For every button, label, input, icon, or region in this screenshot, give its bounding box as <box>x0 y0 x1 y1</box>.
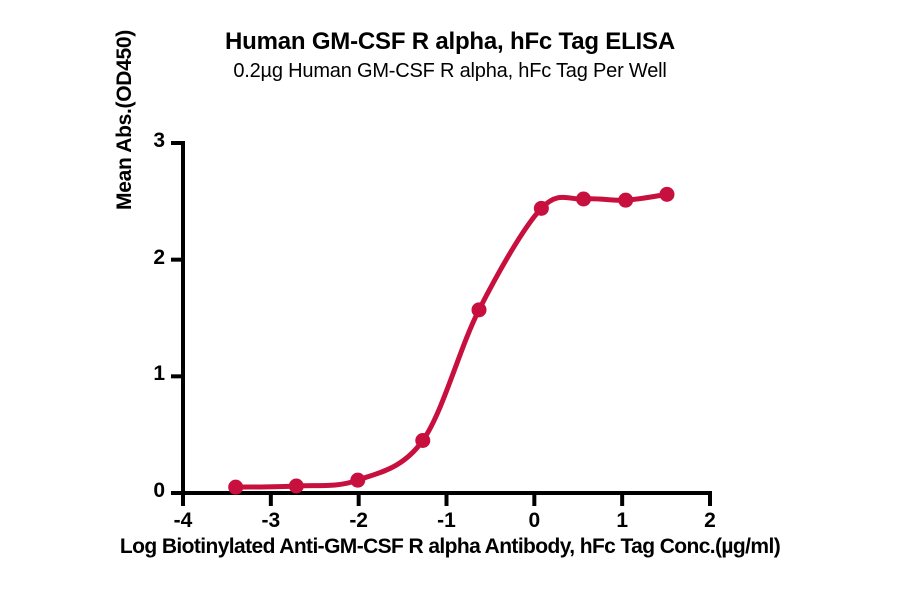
data-point: 0.56, 2.52 <box>576 191 592 207</box>
y-tick-label: 2 <box>153 245 165 269</box>
data-point: -1.27, 0.45 <box>415 433 431 448</box>
data-points: -3.4, 0.05 -2.71, 0.06 -2.01, 0.11 -1.27, 0… <box>228 186 675 495</box>
y-tick-label: 0 <box>153 479 165 502</box>
x-tick-label: 1 <box>616 509 628 532</box>
series-line <box>233 191 670 490</box>
x-tick-label: -1 <box>437 509 456 532</box>
chart-title: Human GM-CSF R alpha, hFc Tag ELISA <box>225 28 675 55</box>
x-tick-label: -4 <box>173 509 193 532</box>
x-tick-label: -2 <box>349 509 368 532</box>
chart-subtitle: 0.2µg Human GM-CSF R alpha, hFc Tag Per … <box>233 60 667 82</box>
axes <box>171 141 712 506</box>
data-point: -0.63, 1.57 <box>471 302 487 318</box>
data-point: -2.01, 0.11 <box>350 472 366 488</box>
x-axis-label: Log Biotinylated Anti-GM-CSF R alpha Ant… <box>119 535 781 558</box>
y-tick-label: 3 <box>153 129 165 152</box>
x-tick-label: -3 <box>261 509 281 532</box>
data-point: 0.08, 2.44 <box>533 200 549 216</box>
data-point: 1.04, 2.51 <box>618 192 634 208</box>
data-curve <box>233 191 670 490</box>
x-tick-label: 2 <box>704 509 716 532</box>
x-tick-label: 0 <box>528 509 541 532</box>
data-point: -2.71, 0.06 <box>288 478 304 494</box>
data-point: -3.4, 0.05 <box>228 479 244 495</box>
y-tick-label: 1 <box>153 362 165 386</box>
data-point: 1.51, 2.56 <box>659 186 675 202</box>
